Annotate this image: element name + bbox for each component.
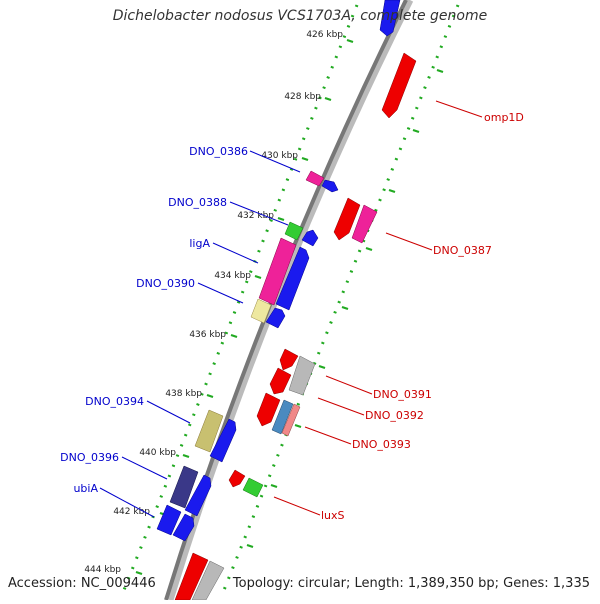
tick-label: 430 kbp	[261, 151, 298, 161]
accession-text: Accession: NC_009446	[8, 576, 156, 591]
tick-mark-426	[346, 38, 354, 44]
gene-label[interactable]: luxS	[321, 509, 345, 522]
tick-label: 432 kbp	[237, 211, 274, 221]
right-tick-mark-2	[412, 128, 420, 134]
tick-label: 444 kbp	[84, 565, 121, 575]
gene-label[interactable]: ubiA	[73, 482, 98, 495]
gene-feature-DNO_0394-a[interactable]	[194, 409, 224, 453]
tick-mark-440	[182, 453, 190, 459]
gene-label[interactable]: DNO_0391	[373, 388, 432, 401]
gene-label[interactable]: DNO_0394	[85, 395, 144, 408]
tick-mark-438	[206, 393, 214, 399]
tick-label: 440 kbp	[139, 448, 176, 458]
genome-summary-text: Topology: circular; Length: 1,389,350 bp…	[232, 576, 590, 591]
gene-feature-DNO_0394-b[interactable]	[209, 418, 237, 463]
tick-tracks	[120, 4, 460, 596]
gene-feature-ubiA-b[interactable]	[172, 513, 195, 542]
right-tick-mark-7	[294, 423, 302, 429]
gene-feature-DNO_0388-b[interactable]	[301, 229, 319, 247]
tick-mark-436	[230, 333, 238, 339]
gene-label[interactable]: DNO_0387	[433, 244, 492, 257]
leader-line-DNO_0390	[197, 282, 244, 304]
right-tick-mark-4	[365, 246, 373, 252]
right-tick-mark-3	[388, 188, 396, 194]
gene-label[interactable]: DNO_0386	[189, 145, 248, 158]
gene-label[interactable]: omp1D	[484, 111, 524, 124]
tick-label: 442 kbp	[113, 507, 150, 517]
gene-feature-DNO_0396-b[interactable]	[184, 474, 212, 517]
forward-strand-features	[174, 0, 417, 601]
gene-labels-left: DNO_0386 DNO_0388 ligA DNO_0390 DNO_0394…	[60, 145, 248, 495]
tick-label: 426 kbp	[306, 30, 343, 40]
tick-label: 436 kbp	[189, 330, 226, 340]
leader-line-DNO_0387	[385, 232, 433, 251]
leader-line-DNO_0396	[121, 456, 168, 480]
map-title: Dichelobacter nodosus VCS1703A, complete…	[112, 8, 488, 24]
right-tick-mark-1	[436, 68, 444, 74]
gene-feature-DNO_0387-a[interactable]	[333, 197, 361, 241]
gene-label[interactable]: DNO_0392	[365, 409, 424, 422]
gene-feature-DNO_0391-b[interactable]	[288, 355, 316, 396]
gene-feature-luxS-a[interactable]	[228, 469, 246, 488]
gene-feature-DNO_0386-b[interactable]	[321, 179, 339, 193]
leader-line-DNO_0388	[229, 201, 289, 226]
reverse-strand-features	[156, 170, 339, 542]
gene-feature-omp1D[interactable]	[381, 52, 417, 119]
tick-mark-432	[277, 216, 285, 222]
tick-mark-434	[254, 274, 262, 280]
leader-line-DNO_0391	[325, 375, 373, 395]
gene-feature-DNO_0396-a[interactable]	[169, 465, 199, 509]
gene-feature-luxS-b[interactable]	[242, 477, 264, 498]
tick-label: 428 kbp	[284, 92, 321, 102]
leader-line-ligA	[212, 242, 259, 264]
right-tick-mark-9	[246, 543, 254, 549]
leader-line-omp1D	[435, 100, 483, 118]
gene-feature-DNO_0388-a[interactable]	[284, 221, 304, 241]
gene-label[interactable]: DNO_0390	[136, 277, 195, 290]
leader-line-ubiA	[99, 487, 155, 518]
tick-mark-444	[135, 570, 143, 576]
gene-feature-DNO_0393-a[interactable]	[271, 399, 294, 435]
leader-line-DNO_0393	[304, 426, 352, 445]
gene-feature-DNO_0392-a[interactable]	[269, 367, 292, 395]
gene-label[interactable]: DNO_0388	[168, 196, 227, 209]
tick-label: 438 kbp	[165, 389, 202, 399]
tick-labels: 426 kbp 428 kbp 430 kbp 432 kbp 434 kbp …	[84, 30, 343, 575]
gene-feature-DNO_0387-b[interactable]	[351, 204, 378, 244]
right-tick-mark-5	[341, 305, 349, 311]
leader-line-luxS	[273, 496, 321, 516]
gene-feature-DNO_0393-b[interactable]	[281, 403, 301, 437]
gene-feature-top-blue[interactable]	[379, 0, 401, 37]
gene-feature-ligA-b[interactable]	[275, 246, 310, 311]
gene-feature-DNO_0390-a[interactable]	[250, 298, 272, 324]
leader-line-DNO_0394	[146, 400, 191, 424]
gene-label[interactable]: DNO_0396	[60, 451, 119, 464]
gene-feature-ligA-a[interactable]	[258, 237, 297, 306]
gene-feature-DNO_0391-a[interactable]	[279, 348, 299, 371]
leader-lines	[99, 100, 483, 518]
gene-feature-DNO_0392-b[interactable]	[256, 392, 281, 427]
leader-line-DNO_0386	[249, 150, 301, 173]
gene-label[interactable]: DNO_0393	[352, 438, 411, 451]
gene-feature-ubiA-a[interactable]	[156, 504, 182, 536]
tick-label: 434 kbp	[214, 271, 251, 281]
gene-feature-DNO_0390-b[interactable]	[265, 307, 286, 329]
tick-mark-428	[324, 96, 332, 102]
gene-feature-DNO_0386-a[interactable]	[305, 170, 325, 187]
right-tick-mark-8	[270, 483, 278, 489]
gene-labels-right: omp1D DNO_0387 DNO_0391 DNO_0392 DNO_039…	[321, 111, 524, 522]
tick-mark-430	[301, 156, 309, 162]
left-tick-track	[120, 4, 359, 596]
right-tick-track	[220, 4, 460, 596]
gene-label[interactable]: ligA	[189, 237, 210, 250]
right-tick-mark-6	[318, 364, 326, 370]
kbp-tick-marks	[135, 38, 444, 576]
leader-line-DNO_0392	[317, 397, 365, 416]
